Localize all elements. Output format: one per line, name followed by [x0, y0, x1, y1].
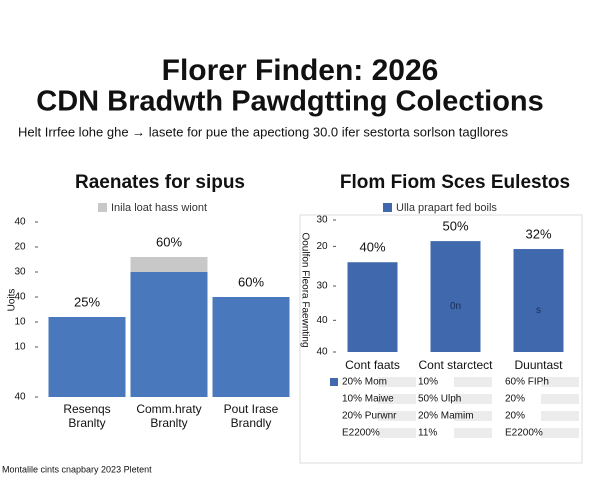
legend-label: Ulla prapart fed boils	[396, 202, 497, 214]
table-cell-bg	[541, 411, 579, 421]
bar	[212, 297, 290, 397]
y-tick-label: 40	[316, 315, 328, 326]
legend-swatch	[98, 203, 107, 212]
x-tick-label: Cont starctect	[418, 358, 493, 372]
y-axis-label: Uoits	[7, 289, 18, 312]
chart-frame	[299, 214, 583, 464]
bar-annotation: 32%	[525, 226, 551, 241]
x-tick-label: Cont faats	[345, 358, 400, 372]
x-tick-label: Pout Irase Brandly	[224, 402, 279, 430]
headline: CDN Bradwth Pawdgtting Colections	[36, 86, 544, 118]
table-cell: 50% Ulph	[418, 394, 461, 405]
table-cell-bg	[541, 394, 579, 404]
table-cell: E2200%	[342, 428, 380, 439]
y-tick-label: 40	[316, 347, 328, 358]
headline: Florer Finden: 2026	[162, 54, 439, 87]
x-tick-label: Duuntast	[514, 358, 563, 372]
x-tick-label: Resenqs Branlty	[63, 402, 110, 430]
table-cell: 10%	[418, 377, 438, 388]
table-cell-bg	[378, 411, 416, 421]
bar	[48, 317, 126, 397]
table-cell-bg	[454, 377, 492, 387]
y-tick-label: 10	[14, 317, 26, 328]
table-cell: 10% Maiwe	[342, 394, 394, 405]
bar-inner-label: 0n	[450, 301, 461, 312]
table-cell: 20%	[505, 394, 525, 405]
table-cell: 11%	[418, 428, 437, 439]
table-cell-bg	[454, 394, 492, 404]
bar-annotation: 60%	[238, 274, 264, 289]
y-tick-label: 20	[14, 242, 26, 253]
y-tick-label: 30	[316, 215, 328, 226]
chart-title: Flom Fiom Sces Eulestos	[340, 172, 570, 193]
bar-annotation: 50%	[442, 219, 468, 234]
bar-annotation: 40%	[359, 240, 385, 255]
y-tick-label: 40	[14, 292, 26, 303]
y-tick-label: 20	[316, 241, 328, 252]
table-cell: 20% Mom	[342, 377, 387, 388]
table-cell: 60% FIPh	[505, 377, 549, 388]
subtitle: Helt Irrfee lohe ghe → lasete for pue th…	[18, 124, 508, 139]
chart-title: Raenates for sipus	[75, 172, 245, 193]
table-cell-bg	[541, 377, 579, 387]
table-cell-bg	[454, 428, 492, 438]
table-cell: 20% Mamim	[418, 411, 474, 422]
table-cell-bg	[454, 411, 492, 421]
table-cell-bg	[378, 428, 416, 438]
y-tick-label: 30	[14, 267, 26, 278]
y-axis-label: Ooulfon Fleora Faewnting	[299, 232, 310, 347]
bar	[430, 241, 481, 352]
table-cell: 20% Purwnr	[342, 411, 397, 422]
bar	[130, 272, 208, 397]
y-tick-label: 10	[14, 342, 26, 353]
table-cell-bg	[378, 377, 416, 387]
bar	[130, 257, 208, 272]
y-tick-label: 30	[316, 281, 328, 292]
legend-swatch	[383, 203, 392, 212]
y-tick-label: 40	[14, 217, 26, 228]
bar	[347, 262, 398, 352]
x-tick-label: Comm.hraty Branlty	[136, 402, 201, 430]
table-swatch	[330, 378, 338, 386]
table-cell: E2200%	[505, 428, 543, 439]
table-cell-bg	[541, 428, 579, 438]
bar	[513, 249, 564, 352]
bar-inner-label: s	[536, 305, 541, 316]
table-cell: 20%	[505, 411, 525, 422]
legend-label: Inila loat hass wiont	[111, 202, 207, 214]
table-cell-bg	[378, 394, 416, 404]
bar-annotation: 60%	[156, 234, 182, 249]
y-tick-label: 40	[14, 392, 26, 403]
footer: Montalile cints cnapbary 2023 Pletent	[2, 464, 152, 474]
bar-annotation: 25%	[74, 294, 100, 309]
